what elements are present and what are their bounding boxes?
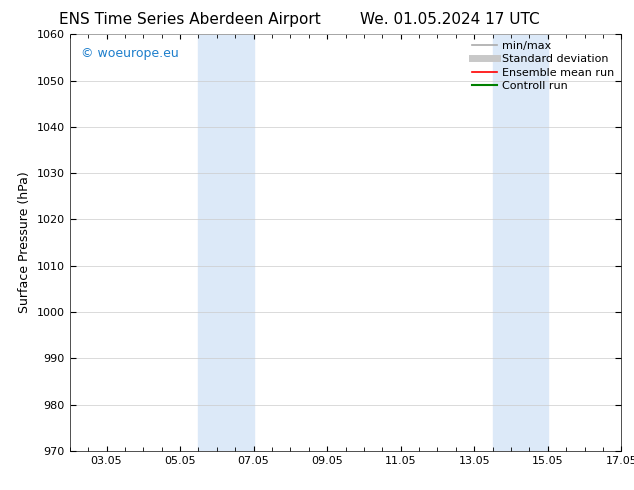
Bar (198, 34, 254, 451)
Text: We. 01.05.2024 17 UTC: We. 01.05.2024 17 UTC (360, 12, 540, 27)
Y-axis label: Surface Pressure (hPa): Surface Pressure (hPa) (18, 172, 31, 314)
Legend: min/max, Standard deviation, Ensemble mean run, Controll run: min/max, Standard deviation, Ensemble me… (468, 37, 619, 96)
Bar (493, 34, 548, 451)
Text: © woeurope.eu: © woeurope.eu (81, 47, 179, 60)
Text: ENS Time Series Aberdeen Airport: ENS Time Series Aberdeen Airport (60, 12, 321, 27)
